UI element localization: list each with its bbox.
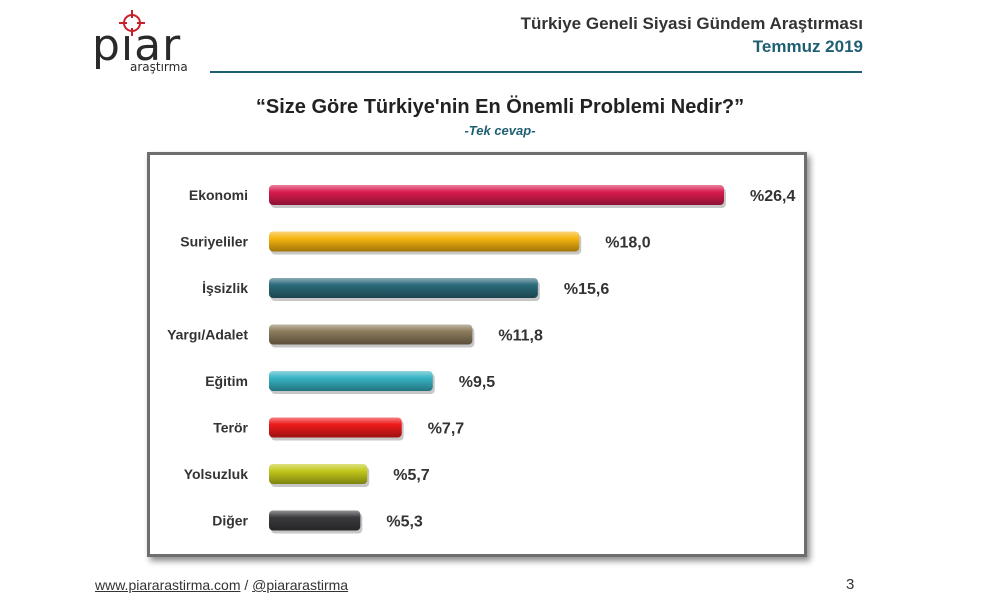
- value-label: %5,7: [393, 467, 430, 484]
- value-label: %18,0: [605, 235, 650, 252]
- value-label: %11,8: [498, 328, 543, 345]
- header-divider: [210, 71, 862, 73]
- logo-subtitle: araştırma: [130, 60, 188, 74]
- category-label: Suriyeliler: [180, 234, 248, 250]
- value-label: %7,7: [428, 421, 465, 438]
- value-label: %5,3: [386, 514, 423, 531]
- category-label: Yolsuzluk: [184, 466, 249, 482]
- category-label: Eğitim: [205, 373, 248, 389]
- bar: [269, 371, 433, 391]
- category-label: Ekonomi: [189, 187, 248, 203]
- chart-question: “Size Göre Türkiye'nin En Önemli Problem…: [255, 96, 745, 118]
- category-label: Terör: [213, 420, 248, 436]
- page-number: 3: [846, 576, 855, 593]
- logo-word: pıar: [92, 20, 182, 71]
- chart-subtitle: -Tek cevap-: [464, 123, 536, 138]
- report-date: Temmuz 2019: [752, 37, 863, 56]
- bar: [269, 231, 580, 252]
- target-icon: [119, 10, 145, 36]
- website-link[interactable]: www.piararastirma.com: [95, 577, 241, 593]
- bar: [269, 464, 368, 484]
- bar: [269, 278, 538, 298]
- category-label: Yargı/Adalet: [167, 327, 248, 343]
- footer-links: www.piararastirma.com / @piararastirma: [95, 577, 348, 593]
- bar: [269, 324, 473, 345]
- chart-frame: Ekonomi Suriyeliler İşsizlik Yargı/Adalet Eğ…: [147, 152, 807, 557]
- social-handle-link[interactable]: @piararastirma: [252, 577, 349, 593]
- logo: pıar araştırma: [92, 10, 202, 74]
- category-label: Diğer: [212, 513, 248, 529]
- bar: [269, 417, 402, 438]
- value-label: %26,4: [750, 188, 795, 205]
- value-label: %9,5: [459, 374, 496, 391]
- category-label: İşsizlik: [202, 280, 248, 296]
- report-title: Türkiye Geneli Siyasi Gündem Araştırması: [520, 14, 863, 33]
- value-label: %15,6: [564, 281, 609, 298]
- bar: [269, 185, 724, 205]
- bar: [269, 510, 361, 531]
- footer-separator: /: [240, 577, 253, 593]
